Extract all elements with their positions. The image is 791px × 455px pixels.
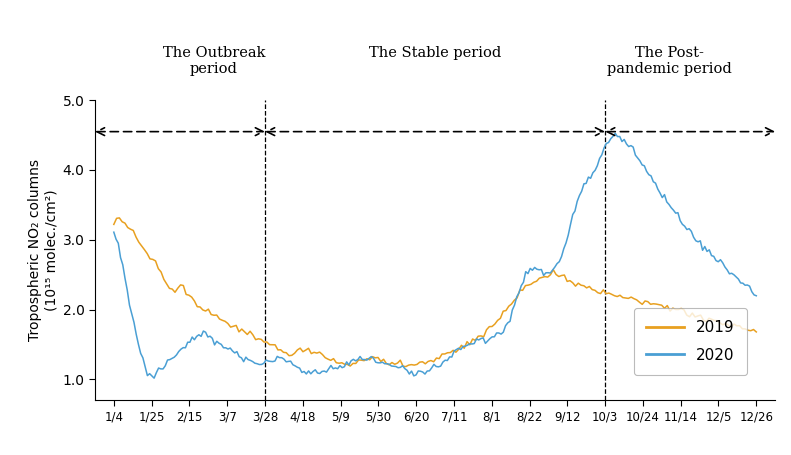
Text: The Stable period: The Stable period [369,46,501,60]
Legend: 2019, 2020: 2019, 2020 [634,308,747,375]
Text: The Post-
pandemic period: The Post- pandemic period [607,46,732,76]
Y-axis label: Tropospheric NO₂ columns
(10¹⁵ molec./cm²): Tropospheric NO₂ columns (10¹⁵ molec./cm… [28,159,59,341]
Text: The Outbreak
period: The Outbreak period [163,46,265,76]
